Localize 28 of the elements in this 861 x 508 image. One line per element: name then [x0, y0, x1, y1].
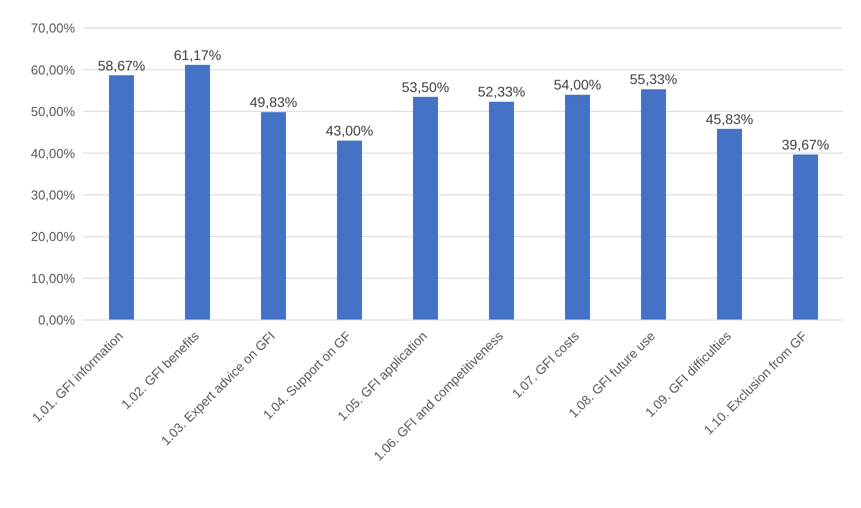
- data-label: 52,33%: [478, 84, 526, 100]
- data-label: 53,50%: [402, 78, 450, 95]
- y-tick-label: 30,00%: [30, 187, 76, 202]
- bar: [185, 64, 210, 320]
- y-tick-label: 10,00%: [30, 270, 76, 286]
- bar: [641, 89, 666, 320]
- y-tick-label: 50,00%: [30, 104, 76, 120]
- bar: [793, 154, 818, 320]
- y-tick-label: 70,00%: [30, 20, 76, 36]
- y-tick-label: 0,00%: [38, 312, 76, 328]
- data-label: 45,83%: [706, 110, 754, 127]
- data-label: 58,67%: [98, 57, 146, 74]
- data-label: 39,67%: [782, 136, 830, 153]
- bar: [337, 140, 362, 320]
- bar: [109, 75, 134, 320]
- data-label: 49,83%: [250, 94, 298, 110]
- data-label: 43,00%: [326, 122, 374, 139]
- y-tick-label: 20,00%: [30, 229, 76, 244]
- y-tick-label: 60,00%: [30, 62, 76, 78]
- bar: [717, 128, 742, 320]
- y-tick-label: 40,00%: [30, 146, 76, 161]
- bar: [413, 96, 438, 320]
- data-label: 61,17%: [174, 46, 222, 63]
- bar: [565, 94, 590, 320]
- bar: [261, 112, 286, 320]
- data-label: 55,33%: [630, 71, 678, 88]
- data-label: 54,00%: [554, 76, 602, 93]
- bar: [489, 102, 514, 320]
